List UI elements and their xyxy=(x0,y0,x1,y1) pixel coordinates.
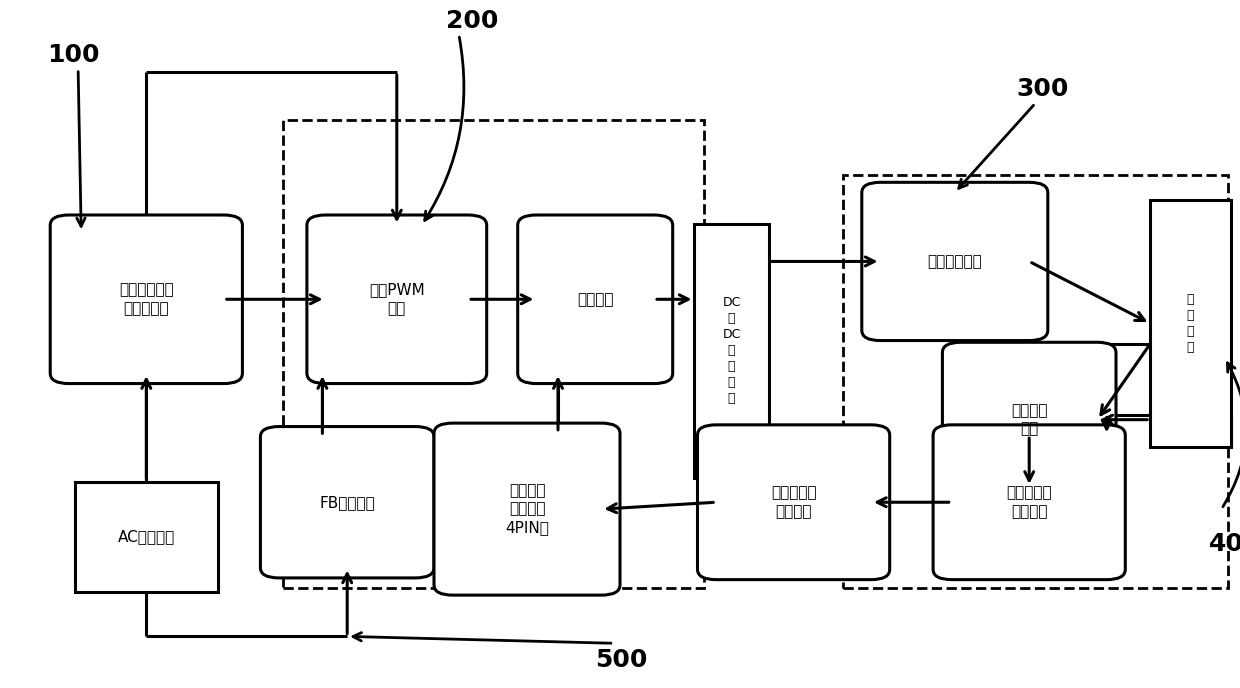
Text: 100: 100 xyxy=(47,43,99,67)
FancyBboxPatch shape xyxy=(694,224,769,478)
Text: AC交流输入: AC交流输入 xyxy=(118,529,175,544)
Text: 副边整流电路: 副边整流电路 xyxy=(928,254,982,269)
Text: 电压电流
反馈: 电压电流 反馈 xyxy=(1011,403,1048,436)
FancyBboxPatch shape xyxy=(942,343,1116,497)
Text: 200: 200 xyxy=(446,9,498,32)
Text: 本发明变频
控制电路: 本发明变频 控制电路 xyxy=(771,486,816,519)
FancyBboxPatch shape xyxy=(50,215,243,384)
FancyBboxPatch shape xyxy=(697,424,890,579)
Text: 300: 300 xyxy=(1017,78,1069,101)
Text: 主控PWM
芯片: 主控PWM 芯片 xyxy=(370,283,424,316)
Bar xyxy=(843,175,1228,588)
Text: DC
到
DC
降
压
变
换: DC 到 DC 降 压 变 换 xyxy=(723,297,740,405)
Text: 400: 400 xyxy=(1209,532,1240,555)
Text: 500: 500 xyxy=(595,649,647,672)
Bar xyxy=(283,120,704,588)
FancyBboxPatch shape xyxy=(74,482,218,592)
Text: 开关控制: 开关控制 xyxy=(577,292,614,307)
Text: FB信号反馈: FB信号反馈 xyxy=(320,495,374,510)
Text: 副
边
输
出: 副 边 输 出 xyxy=(1187,293,1194,354)
Text: 本发明调频
信号反馈: 本发明调频 信号反馈 xyxy=(1007,486,1052,519)
FancyBboxPatch shape xyxy=(932,424,1126,579)
FancyBboxPatch shape xyxy=(434,423,620,595)
Text: 芯片工作
频率设定
4PIN脚: 芯片工作 频率设定 4PIN脚 xyxy=(505,483,549,535)
FancyBboxPatch shape xyxy=(306,215,486,384)
FancyBboxPatch shape xyxy=(1149,200,1230,447)
FancyBboxPatch shape xyxy=(517,215,672,384)
Text: 开关电源输入
及整流电路: 开关电源输入 及整流电路 xyxy=(119,283,174,316)
FancyBboxPatch shape xyxy=(862,182,1048,341)
FancyBboxPatch shape xyxy=(260,427,434,578)
